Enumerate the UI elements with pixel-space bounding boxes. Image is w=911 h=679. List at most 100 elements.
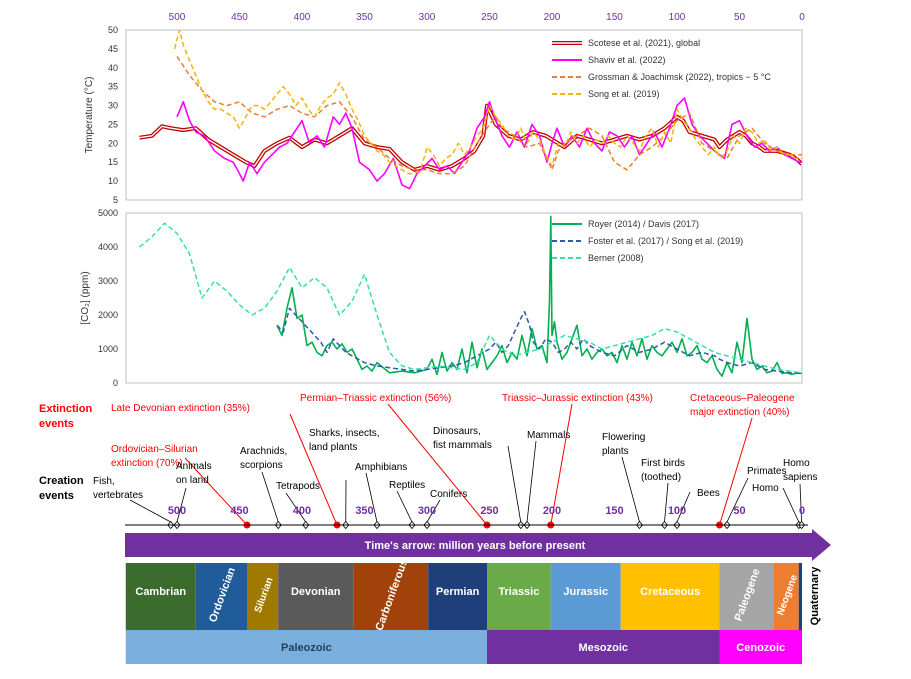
- co2-panel: [CO₂] (ppm) 0 1000 2000 3000 4000 5000 Royer …: [80, 208, 803, 388]
- creation-leader-line: [526, 440, 537, 523]
- y-tick-label: 4000: [98, 242, 118, 252]
- top-axis-tick-label: 150: [606, 12, 623, 23]
- y-tick-label: 2000: [98, 310, 118, 320]
- timeline-tick-label: 400: [293, 505, 311, 517]
- creation-leader-line: [621, 456, 640, 523]
- series-line-foster-et-al-2017-song-et-al-2019: [276, 307, 802, 375]
- co2-legend: Royer (2014) / Davis (2017) Foster et al.…: [552, 219, 743, 263]
- timeline-tick-label: 0: [799, 505, 805, 517]
- timeline-tick-label: 500: [168, 505, 186, 517]
- creation-leader-line: [285, 492, 307, 523]
- y-tick-label: 1000: [98, 344, 118, 354]
- geologic-eras: Paleozoic Mesozoic Cenozoic: [125, 630, 802, 664]
- co2-y-ticks: 0 1000 2000 3000 4000 5000: [98, 208, 118, 388]
- legend-item: Song et al. (2019): [552, 89, 660, 99]
- legend-label: Royer (2014) / Davis (2017): [588, 219, 699, 229]
- creation-leader-line: [365, 472, 378, 523]
- top-axis-tick-label: 0: [799, 12, 805, 23]
- extinction-leader-line: [184, 457, 248, 526]
- series-line-scotese-et-al-2021-global: [139, 103, 802, 172]
- era-cenozoic-label: Cenozoic: [736, 642, 785, 654]
- period-permian-label: Permian: [436, 586, 480, 598]
- y-tick-label: 30: [108, 101, 118, 111]
- timeline-axis: 500 450 400 350 300 250 200 150 100 50 0: [125, 505, 808, 526]
- time-arrow: Time's arrow: million years before prese…: [125, 529, 831, 561]
- creation-event-label: Tetrapods: [276, 481, 320, 492]
- temperature-y-ticks: 5 10 15 20 25 30 35 40 45 50: [108, 25, 118, 205]
- creation-leader-line: [507, 445, 522, 523]
- y-tick-label: 5: [113, 195, 118, 205]
- timeline-tick-label: 50: [733, 505, 745, 517]
- creation-leader-line: [261, 471, 279, 523]
- timeline-tick-label: 350: [355, 505, 373, 517]
- top-time-axis: 500 450 400 350 300 250 200 150 100 50 0: [169, 12, 806, 23]
- era-paleozoic-block: [125, 630, 487, 664]
- y-tick-label: 45: [108, 44, 118, 54]
- creation-event-label: Sharks, insects, land plants: [309, 428, 380, 453]
- geologic-periods: Cambrian Ordovician Silurian Devonian Carbon…: [125, 558, 821, 632]
- timeline-tick-label: 200: [543, 505, 561, 517]
- y-tick-label: 10: [108, 176, 118, 186]
- temperature-series: [139, 30, 802, 190]
- period-triassic-label: Triassic: [498, 586, 539, 598]
- creation-event-label: Mammals: [527, 430, 570, 441]
- period-devonian-label: Devonian: [291, 586, 341, 598]
- y-tick-label: 3000: [98, 276, 118, 286]
- creation-leader-line: [396, 490, 413, 523]
- creation-event-label: Conifers: [430, 489, 467, 500]
- temperature-legend: Scotese et al. (2021), global Shaviv et a…: [552, 38, 771, 99]
- period-jurassic-block: [550, 563, 621, 630]
- creation-events-heading: Creation events: [39, 475, 84, 502]
- timeline-tick-label: 100: [668, 505, 686, 517]
- legend-item: Scotese et al. (2021), global: [552, 38, 700, 48]
- temperature-plot-frame: [125, 29, 803, 201]
- timeline-tick-label: 450: [230, 505, 248, 517]
- creation-event-label: Amphibians: [355, 462, 407, 473]
- creation-leader-line: [726, 477, 749, 523]
- timeline-tick-label: 300: [418, 505, 436, 517]
- event-labels: Ordovician–Silurian extinction (70%) Late …: [93, 393, 817, 501]
- y-tick-label: 5000: [98, 208, 118, 218]
- period-quaternary-label: Quaternary: [809, 566, 821, 626]
- top-axis-tick-label: 300: [419, 12, 436, 23]
- era-paleozoic-label: Paleozoic: [281, 642, 332, 654]
- creation-event-label: Bees: [697, 488, 720, 499]
- legend-label: Scotese et al. (2021), global: [588, 38, 700, 48]
- series-line-song-et-al-2019: [173, 30, 802, 175]
- creation-leader-line: [129, 499, 171, 523]
- era-mesozoic-label: Mesozoic: [578, 642, 628, 654]
- top-axis-tick-label: 450: [231, 12, 248, 23]
- creation-leader-line: [799, 483, 803, 523]
- extinction-event-label: Ordovician–Silurian extinction (70%): [111, 444, 198, 469]
- legend-item: Shaviv et al. (2022): [552, 55, 666, 65]
- period-devonian-block: [278, 563, 354, 630]
- temperature-panel: Temperature (°C) 5 10 15 20 25 30 35 40 45 50 Sco…: [84, 25, 803, 205]
- timeline-tick-label: 150: [605, 505, 623, 517]
- period-quaternary-block: [798, 563, 802, 630]
- y-tick-label: 40: [108, 63, 118, 73]
- extinction-events-heading: Extinction events: [39, 403, 92, 430]
- period-silurian-block: [247, 563, 279, 630]
- extinction-leader-line: [550, 403, 573, 526]
- time-arrow-label: Time's arrow: million years before prese…: [365, 540, 586, 552]
- co2-plot-frame: [125, 212, 803, 384]
- series-line-royer-2014-davis-2017: [276, 215, 802, 377]
- y-tick-label: 0: [113, 378, 118, 388]
- series-line-grossman-joachimsk-2022-tropics-5-c: [176, 55, 802, 175]
- period-cambrian-label: Cambrian: [135, 586, 186, 598]
- extinction-leader-line: [387, 403, 488, 526]
- series-line-shaviv-et-al-2022: [176, 97, 802, 190]
- top-axis-tick-label: 400: [294, 12, 311, 23]
- period-ordovician-block: [195, 563, 247, 630]
- top-axis-tick-label: 200: [544, 12, 561, 23]
- creation-leader-line: [782, 487, 800, 523]
- period-triassic-block: [487, 563, 551, 630]
- creation-event-label: Fish, vertebrates: [93, 476, 143, 501]
- creation-event-label: Primates: [747, 466, 786, 477]
- creation-event-label: Homo sapiens: [783, 458, 817, 483]
- creation-leader-line: [664, 482, 669, 523]
- creation-event-label: First birds (toothed): [641, 458, 685, 483]
- creation-leader-line: [676, 491, 691, 523]
- period-jurassic-label: Jurassic: [563, 586, 608, 598]
